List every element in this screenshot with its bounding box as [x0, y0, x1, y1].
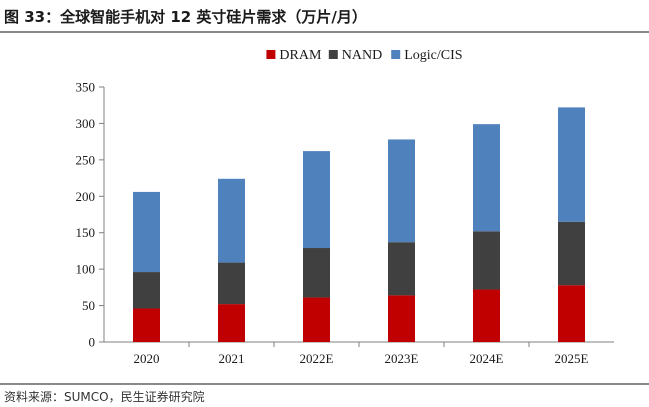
legend-label-logic-cis: Logic/CIS	[404, 48, 462, 63]
bar-nand-2021	[218, 262, 245, 305]
legend-swatch-dram	[266, 50, 276, 59]
bar-logic-cis-2021	[218, 178, 245, 263]
bar-dram-2023e	[388, 295, 415, 342]
y-tick-label: 100	[76, 262, 96, 277]
legend-swatch-nand	[328, 50, 338, 59]
y-tick-label: 200	[76, 189, 96, 204]
y-tick-label: 300	[76, 116, 96, 131]
bar-dram-2022e	[303, 297, 330, 342]
stacked-bar-chart: 0 50 100 150 200 250 300 350 2020 2021 2022E 2023E 2…	[76, 48, 614, 366]
x-tick-label: 2021	[219, 351, 245, 366]
y-tick-label: 250	[76, 152, 96, 167]
source-divider	[0, 383, 649, 385]
x-tick-label: 2020	[134, 351, 160, 366]
y-tick-label: 0	[89, 335, 96, 350]
bar-dram-2024e	[473, 289, 500, 342]
legend-label-dram: DRAM	[279, 48, 322, 63]
bar-logic-cis-2020	[133, 191, 160, 273]
source-note: 资料来源：SUMCO，民生证券研究院	[4, 390, 205, 404]
title-divider	[0, 31, 649, 33]
bar-nand-2025e	[558, 221, 585, 286]
y-tick-label: 350	[76, 80, 96, 95]
bar-logic-cis-2023e	[388, 139, 415, 243]
y-tick-label: 150	[76, 225, 96, 240]
bar-nand-2023e	[388, 242, 415, 296]
legend-label-nand: NAND	[342, 48, 382, 63]
legend-swatch-logic-cis	[391, 50, 401, 59]
bar-nand-2020	[133, 272, 160, 309]
bar-logic-cis-2024e	[473, 124, 500, 232]
bar-logic-cis-2025e	[558, 107, 585, 222]
bar-dram-2025e	[558, 285, 585, 342]
x-tick-label: 2023E	[385, 351, 419, 366]
bar-nand-2022e	[303, 248, 330, 298]
bar-logic-cis-2022e	[303, 151, 330, 249]
bar-dram-2021	[218, 304, 245, 342]
x-tick-label: 2025E	[555, 351, 589, 366]
figure-title: 图 33：全球智能手机对 12 英寸硅片需求（万片/月）	[4, 8, 367, 26]
bar-nand-2024e	[473, 231, 500, 290]
y-tick-label: 50	[82, 298, 95, 313]
bar-dram-2020	[133, 308, 160, 342]
x-tick-label: 2022E	[300, 351, 334, 366]
x-tick-label: 2024E	[470, 351, 504, 366]
